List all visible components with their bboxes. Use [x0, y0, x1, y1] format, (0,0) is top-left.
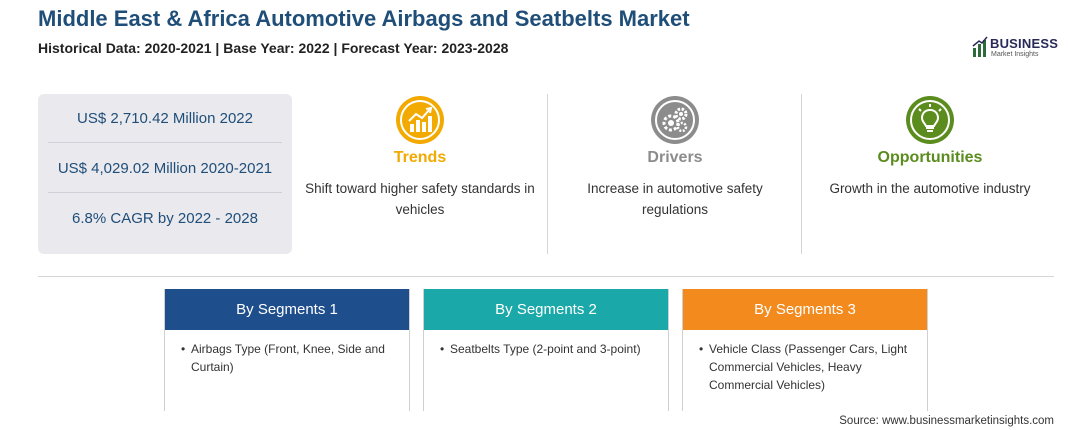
divider [547, 94, 548, 254]
opportunities-text: Growth in the automotive industry [829, 181, 1031, 196]
trend-chart-icon [396, 96, 444, 144]
logo-bars-icon [972, 36, 988, 57]
bullet-icon: • [440, 342, 445, 356]
logo-wordmark: BUSINESS [990, 36, 1059, 51]
divider [48, 192, 282, 193]
bullet-icon: • [181, 342, 186, 356]
market-stats-panel: US$ 2,710.42 Million 2022 US$ 4,029.02 M… [38, 94, 292, 254]
divider [801, 94, 802, 254]
segment-1-list: • Airbags Type (Front, Knee, Side and Cu… [165, 330, 409, 376]
drivers-column: Drivers Increase in automotive safety re… [555, 94, 795, 254]
drivers-text: Increase in automotive safety regulation… [587, 181, 763, 217]
page-subtitle: Historical Data: 2020-2021 | Base Year: … [38, 40, 509, 56]
stat-market-size-historical: US$ 4,029.02 Million 2020-2021 [57, 160, 273, 177]
lightbulb-icon [906, 96, 954, 144]
trends-text: Shift toward higher safety standards in … [305, 181, 535, 217]
segment-2-header: By Segments 2 [424, 289, 668, 330]
segment-card-1: By Segments 1 • Airbags Type (Front, Kne… [164, 289, 410, 411]
bullet-icon: • [699, 342, 704, 356]
logo-tagline: Market Insights [991, 51, 1039, 58]
segment-2-list: • Seatbelts Type (2-point and 3-point) [424, 330, 668, 358]
opportunities-column: Opportunities Growth in the automotive i… [810, 94, 1050, 254]
segment-3-item: Vehicle Class (Passenger Cars, Light Com… [709, 342, 908, 392]
drivers-title: Drivers [647, 149, 703, 166]
segment-1-header: By Segments 1 [165, 289, 409, 330]
segment-2-item: Seatbelts Type (2-point and 3-point) [450, 342, 641, 356]
stat-market-size-2022: US$ 2,710.42 Million 2022 [77, 110, 253, 127]
divider [38, 276, 1054, 277]
source-credit: Source: www.businessmarketinsights.com [839, 415, 1054, 427]
divider [48, 142, 282, 143]
trends-column: Trends Shift toward higher safety standa… [300, 94, 540, 254]
gears-icon [651, 96, 699, 144]
segment-card-3: By Segments 3 • Vehicle Class (Passenger… [682, 289, 928, 411]
stat-cagr: 6.8% CAGR by 2022 - 2028 [72, 210, 258, 227]
trends-title: Trends [393, 149, 447, 166]
segment-1-item: Airbags Type (Front, Knee, Side and Curt… [191, 342, 385, 374]
opportunities-title: Opportunities [877, 149, 983, 166]
brand-logo: BUSINESS Market Insights [972, 34, 1062, 62]
page-title: Middle East & Africa Automotive Airbags … [38, 6, 690, 31]
segment-3-list: • Vehicle Class (Passenger Cars, Light C… [683, 330, 927, 394]
segment-3-header: By Segments 3 [683, 289, 927, 330]
segment-card-2: By Segments 2 • Seatbelts Type (2-point … [423, 289, 669, 411]
